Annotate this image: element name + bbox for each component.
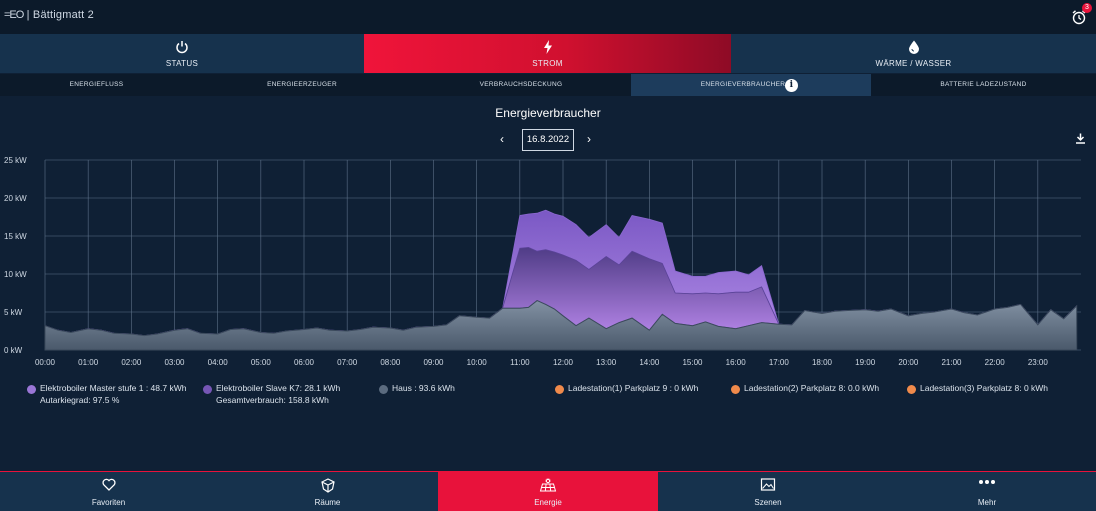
x-tick-label: 17:00 (769, 358, 790, 367)
x-tick-label: 05:00 (251, 358, 272, 367)
legend-dot (27, 385, 36, 394)
y-tick-label: 5 kW (4, 308, 23, 317)
cube-icon (320, 478, 335, 493)
x-tick-label: 22:00 (985, 358, 1006, 367)
tab-status-label: STATUS (165, 59, 199, 68)
nav-energie[interactable]: Energie (438, 472, 658, 511)
nav-raeume[interactable]: Räume (217, 472, 438, 511)
nav-label: Favoriten (91, 498, 126, 507)
x-tick-label: 11:00 (510, 358, 530, 367)
info-icon[interactable]: i (785, 79, 798, 92)
site-title: Bättigmatt 2 (32, 9, 95, 21)
tab-status[interactable]: STATUS (0, 34, 364, 73)
subtab-energieverbraucher[interactable]: ENERGIEVERBRAUCHER i (631, 74, 871, 96)
alarm-count-badge: 3 (1082, 3, 1092, 13)
site-header: =EO | Bättigmatt 2 (4, 9, 95, 21)
nav-label: Energie (534, 498, 562, 507)
x-tick-label: 15:00 (682, 358, 703, 367)
image-icon (760, 478, 776, 491)
x-tick-label: 16:00 (726, 358, 747, 367)
heart-icon (101, 478, 116, 491)
x-tick-label: 00:00 (35, 358, 56, 367)
x-tick-label: 21:00 (941, 358, 962, 367)
download-icon[interactable] (1075, 133, 1086, 144)
x-tick-label: 20:00 (898, 358, 919, 367)
legend-dot (555, 385, 564, 394)
x-tick-label: 06:00 (294, 358, 315, 367)
lightning-icon (543, 40, 552, 54)
sub-tabs: ENERGIEFLUSS ENERGIEERZEUGER VERBRAUCHSD… (0, 74, 1096, 96)
legend-label: Elektroboiler Slave K7: 28.1 kWh (216, 383, 341, 393)
x-tick-label: 02:00 (121, 358, 142, 367)
legend-label: Ladestation(3) Parkplatz 8: 0 kWh (920, 383, 1049, 393)
y-tick-label: 20 kW (4, 194, 27, 203)
nav-favoriten[interactable]: Favoriten (0, 472, 217, 511)
x-tick-label: 13:00 (596, 358, 617, 367)
legend-label: Haus : 93.6 kWh (392, 383, 455, 393)
subtab-batterie-ladezustand[interactable]: BATTERIE LADEZUSTAND (940, 81, 1027, 88)
x-tick-label: 23:00 (1028, 358, 1049, 367)
autarkiegrad-text: Autarkiegrad: 97.5 % (40, 395, 120, 405)
subtab-energieverbraucher-label: ENERGIEVERBRAUCHER (700, 81, 786, 88)
main-tabs: STATUS STROM WÄRME / WASSER (0, 34, 1096, 73)
y-tick-label: 25 kW (4, 156, 27, 165)
brand-logo: =EO (4, 9, 24, 21)
subtab-energieerzeuger[interactable]: ENERGIEERZEUGER (267, 81, 337, 88)
y-tick-label: 15 kW (4, 232, 27, 241)
y-tick-label: 10 kW (4, 270, 27, 279)
legend-dot (203, 385, 212, 394)
subtab-energiefluss[interactable]: ENERGIEFLUSS (69, 81, 124, 88)
x-tick-label: 01:00 (78, 358, 99, 367)
subtab-verbrauchsdeckung[interactable]: VERBRAUCHSDECKUNG (479, 81, 563, 88)
chart-title: Energieverbraucher (495, 106, 601, 120)
legend-dot (907, 385, 916, 394)
next-day-chevron-icon[interactable]: › (587, 132, 591, 146)
tab-strom-label: STROM (532, 59, 563, 68)
power-icon (176, 41, 188, 54)
top-bar: =EO | Bättigmatt 2 3 (0, 0, 1096, 34)
energy-consumer-chart: 25 kW 20 kW 15 kW 10 kW 5 kW 0 kW 00:00 01:00 02… (4, 156, 1081, 367)
x-tick-label: 08:00 (380, 358, 401, 367)
x-tick-label: 07:00 (337, 358, 358, 367)
x-tick-label: 04:00 (208, 358, 229, 367)
x-tick-label: 03:00 (164, 358, 185, 367)
x-tick-label: 14:00 (639, 358, 660, 367)
water-drop-icon (908, 40, 919, 54)
y-tick-label: 0 kW (4, 346, 23, 355)
legend-label: Elektroboiler Master stufe 1 : 48.7 kWh (40, 383, 187, 393)
legend-label: Ladestation(2) Parkplatz 8: 0.0 kWh (744, 383, 880, 393)
bottom-nav: Favoriten Räume Energie Szenen Mehr (0, 471, 1096, 511)
x-tick-label: 10:00 (467, 358, 488, 367)
legend-dot (379, 385, 388, 394)
legend-label: Ladestation(1) Parkplatz 9 : 0 kWh (568, 383, 699, 393)
nav-mehr[interactable]: Mehr (878, 472, 1096, 511)
solar-panel-icon (539, 478, 557, 492)
tab-strom[interactable]: STROM (364, 34, 731, 73)
nav-label: Szenen (754, 498, 782, 507)
more-dots-icon (979, 480, 995, 484)
nav-label: Räume (314, 498, 341, 507)
series-area-haus (44, 300, 1078, 351)
x-tick-label: 19:00 (855, 358, 876, 367)
x-tick-label: 12:00 (553, 358, 574, 367)
date-display[interactable]: 16.8.2022 (522, 129, 574, 151)
prev-day-chevron-icon[interactable]: ‹ (500, 132, 504, 146)
x-tick-label: 18:00 (812, 358, 833, 367)
gesamtverbrauch-text: Gesamtverbrauch: 158.8 kWh (216, 395, 329, 405)
tab-waerme-wasser-label: WÄRME / WASSER (875, 59, 952, 68)
x-tick-label: 09:00 (423, 358, 444, 367)
nav-szenen[interactable]: Szenen (658, 472, 878, 511)
tab-waerme-wasser[interactable]: WÄRME / WASSER (731, 34, 1096, 73)
nav-label: Mehr (977, 498, 997, 507)
legend-dot (731, 385, 740, 394)
